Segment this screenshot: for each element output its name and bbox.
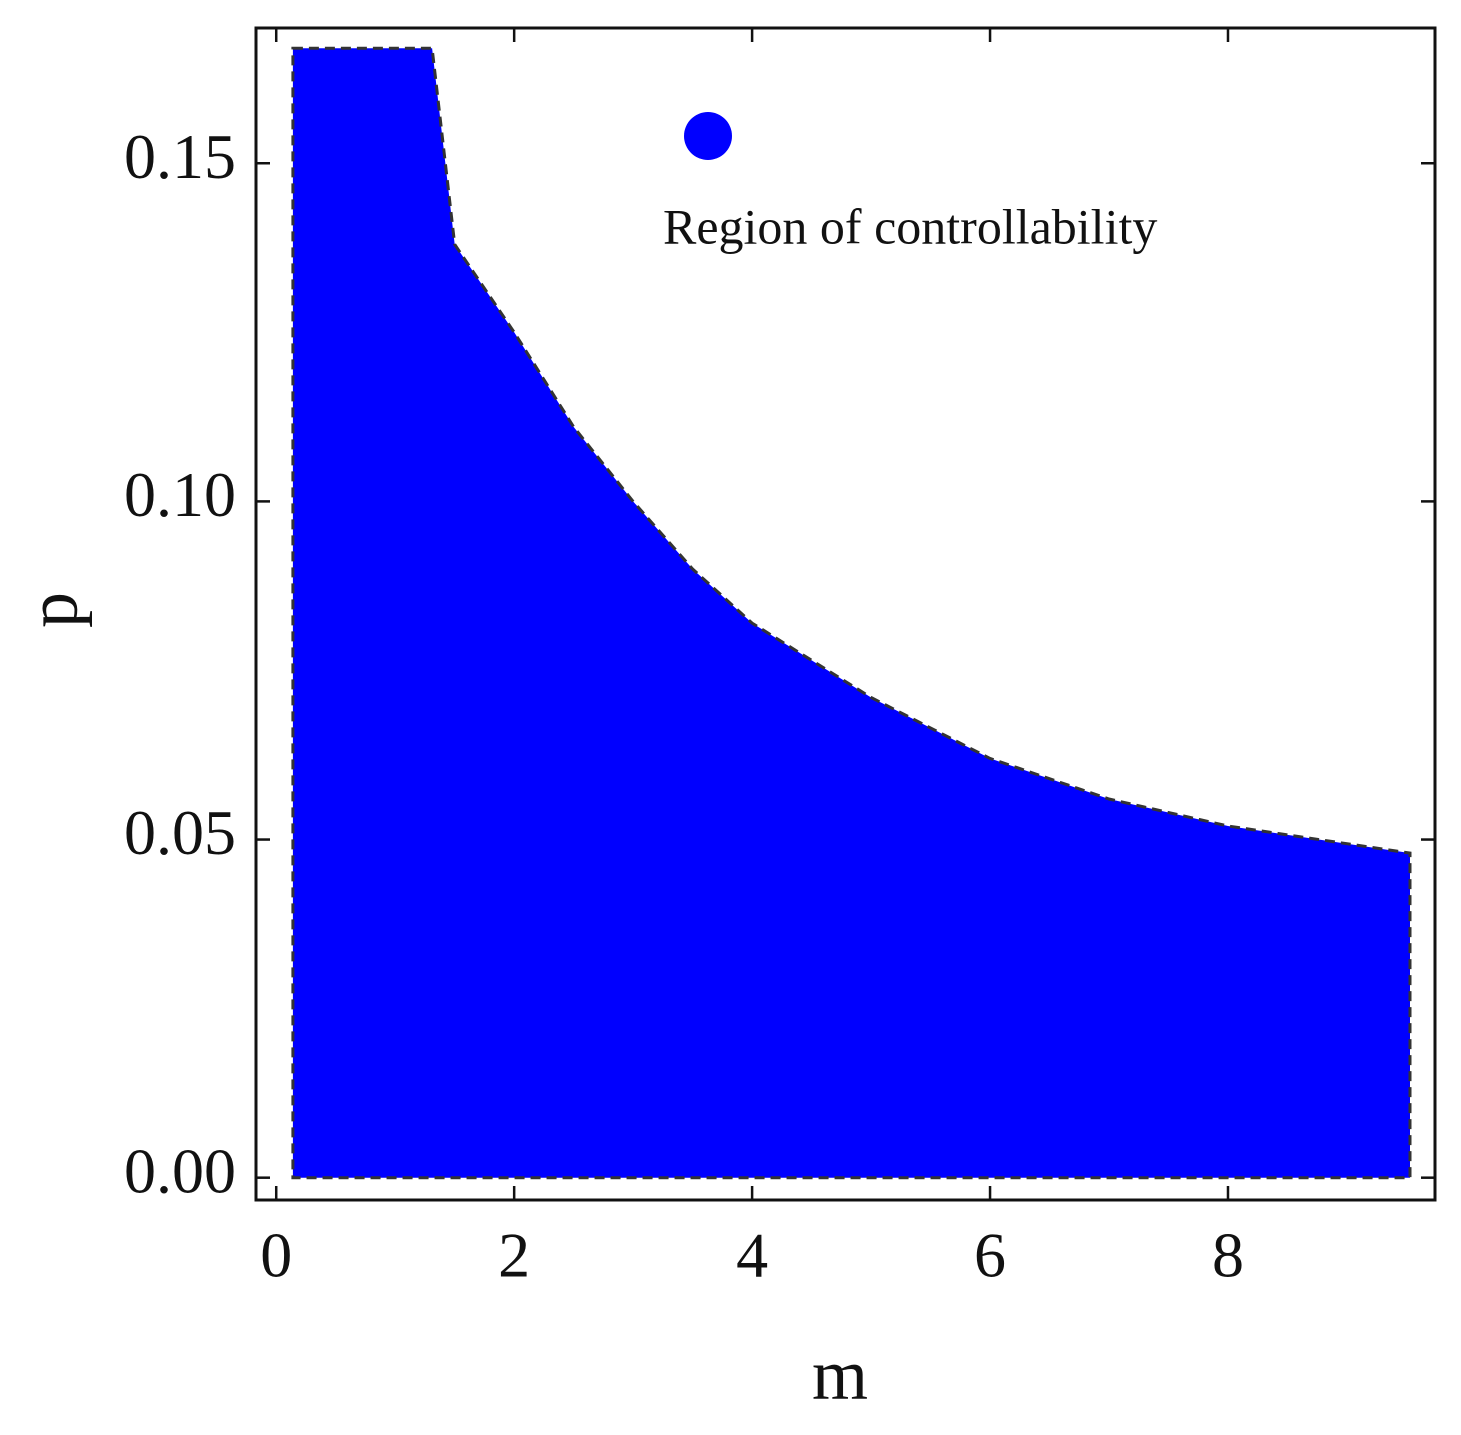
x-tick-label: 0 [260,1220,292,1291]
legend-marker [684,112,732,160]
x-axis-label: m [812,1335,868,1415]
y-tick-label: 0.05 [124,797,236,868]
y-tick-label: 0.15 [124,121,236,192]
x-tick-label: 4 [736,1220,768,1291]
x-tick-label: 2 [498,1220,530,1291]
y-tick-label: 0.10 [124,459,236,530]
frame [254,26,1437,1202]
region-area [291,46,1412,1180]
y-axis-label: p [13,592,93,628]
y-tick-label: 0.00 [124,1135,236,1206]
x-tick-label: 8 [1212,1220,1244,1291]
x-tick-label: 6 [974,1220,1006,1291]
legend-label: Region of controllability [663,198,1157,254]
plot-area [291,46,1412,1180]
